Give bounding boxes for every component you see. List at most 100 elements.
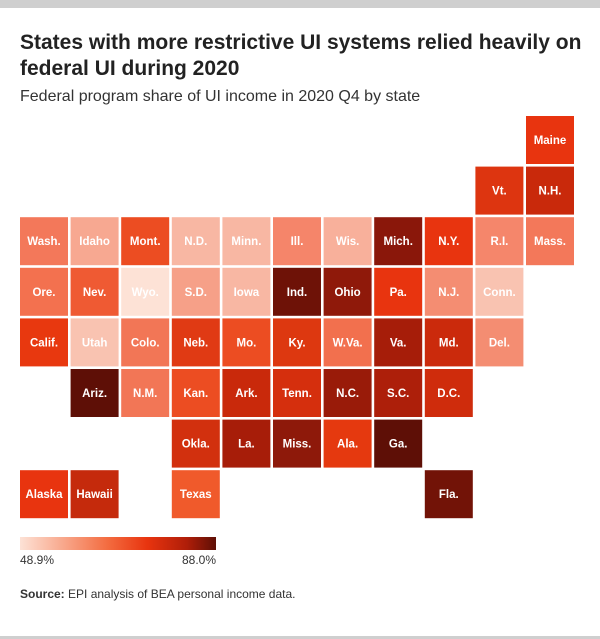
state-tile-fill — [222, 419, 271, 468]
state-tile-label: Alaska — [25, 489, 63, 501]
state-tile: Wash. — [20, 217, 68, 266]
state-tile-fill — [222, 217, 271, 266]
state-tile: Ohio — [323, 267, 372, 316]
state-tile-fill — [424, 318, 473, 367]
state-tile-label: Va. — [390, 337, 407, 349]
state-tile-label: Okla. — [182, 439, 210, 451]
state-tile-label: W.Va. — [333, 337, 363, 349]
state-tile-label: N.M. — [133, 388, 157, 400]
state-tile-fill — [374, 318, 423, 367]
state-tile-fill — [171, 369, 220, 417]
state-tile-label: Del. — [489, 337, 510, 349]
legend-min-label: 48.9% — [20, 553, 55, 567]
state-tile-fill — [273, 419, 321, 468]
state-tile-fill — [475, 318, 524, 367]
state-tile-label: Mich. — [384, 236, 413, 248]
source-text: EPI analysis of BEA personal income data… — [64, 587, 296, 601]
state-tile-fill — [20, 470, 68, 519]
state-tile: Utah — [70, 318, 119, 367]
state-tile: La. — [222, 419, 271, 468]
state-tile: N.J. — [424, 267, 473, 316]
state-tile-fill — [222, 267, 271, 316]
chart-subtitle: Federal program share of UI income in 20… — [20, 88, 421, 105]
state-tile: N.M. — [121, 369, 170, 417]
state-tile: Mont. — [121, 217, 170, 266]
state-tile-fill — [70, 470, 119, 519]
state-tile-label: Tenn. — [282, 388, 312, 400]
state-tile-label: Mo. — [236, 337, 256, 349]
state-tile-label: Texas — [180, 489, 212, 501]
state-tile-fill — [424, 217, 473, 266]
state-tile-label: Conn. — [483, 287, 516, 299]
legend-gradient-bar — [20, 537, 216, 550]
chart-title: States with more restrictive UI systems … — [20, 31, 582, 80]
state-tile: Iowa — [222, 267, 271, 316]
state-tile: W.Va. — [323, 318, 372, 367]
state-tile-fill — [323, 419, 372, 468]
state-tile: N.C. — [323, 369, 372, 417]
state-tile: N.Y. — [424, 217, 473, 266]
state-tile-label: N.H. — [539, 186, 562, 198]
state-tile: Vt. — [475, 166, 524, 215]
state-tile: Conn. — [475, 267, 524, 316]
state-tile-label: Ariz. — [82, 388, 107, 400]
state-tile-fill — [323, 217, 372, 266]
state-tile-fill — [424, 470, 473, 519]
state-tile: Ore. — [20, 267, 68, 316]
state-tile: Kan. — [171, 369, 220, 417]
state-tile-label: Neb. — [183, 337, 208, 349]
state-tile-label: N.Y. — [438, 236, 459, 248]
state-tile: Ind. — [273, 267, 321, 316]
state-tile-label: Wyo. — [132, 287, 159, 299]
state-tile: Nev. — [70, 267, 119, 316]
state-tile-fill — [171, 267, 220, 316]
state-tile: Ariz. — [70, 369, 119, 417]
state-tile-label: Fla. — [439, 489, 459, 501]
state-tile: Idaho — [70, 217, 119, 266]
state-tile: Minn. — [222, 217, 271, 266]
state-tile-label: Calif. — [30, 337, 58, 349]
state-tile-fill — [526, 166, 574, 215]
source-note: Source: EPI analysis of BEA personal inc… — [20, 587, 295, 601]
state-tile-label: Utah — [82, 337, 108, 349]
state-tile: Alaska — [20, 470, 68, 519]
state-tile-fill — [273, 369, 321, 417]
state-tile-fill — [171, 419, 220, 468]
state-tile: Calif. — [20, 318, 68, 367]
state-tile-fill — [70, 318, 119, 367]
state-tile: Colo. — [121, 318, 170, 367]
state-tile-fill — [70, 267, 119, 316]
legend-max-label: 88.0% — [181, 553, 216, 567]
state-tile: Va. — [374, 318, 423, 367]
state-tile: Ky. — [273, 318, 321, 367]
state-tile-label: D.C. — [437, 388, 460, 400]
state-tile-label: Ga. — [389, 439, 408, 451]
state-tile-label: Ind. — [287, 287, 307, 299]
state-tile: Hawaii — [70, 470, 119, 519]
state-tile-label: Colo. — [131, 337, 160, 349]
state-tile-fill — [171, 217, 220, 266]
state-tile-fill — [424, 369, 473, 417]
state-tile: Miss. — [273, 419, 321, 468]
state-tile: Okla. — [171, 419, 220, 468]
state-tile: Fla. — [424, 470, 473, 519]
state-tile-label: Ala. — [337, 439, 358, 451]
state-tile-label: Miss. — [283, 439, 312, 451]
state-tile-label: Minn. — [231, 236, 261, 248]
state-tile-fill — [20, 267, 68, 316]
state-tile: Ark. — [222, 369, 271, 417]
state-tile-fill — [20, 217, 68, 266]
state-tile-label: Ohio — [334, 287, 360, 299]
state-tile-label: Ore. — [32, 287, 55, 299]
state-tile-fill — [273, 217, 321, 266]
state-tile: D.C. — [424, 369, 473, 417]
state-tile-fill — [475, 217, 524, 266]
state-tile-fill — [374, 267, 423, 316]
state-tile-label: Wis. — [336, 236, 360, 248]
state-tile-label: Idaho — [79, 236, 110, 248]
state-tile: Ill. — [273, 217, 321, 266]
state-tile-label: Vt. — [492, 186, 507, 198]
state-tile: Del. — [475, 318, 524, 367]
state-tile: Pa. — [374, 267, 423, 316]
